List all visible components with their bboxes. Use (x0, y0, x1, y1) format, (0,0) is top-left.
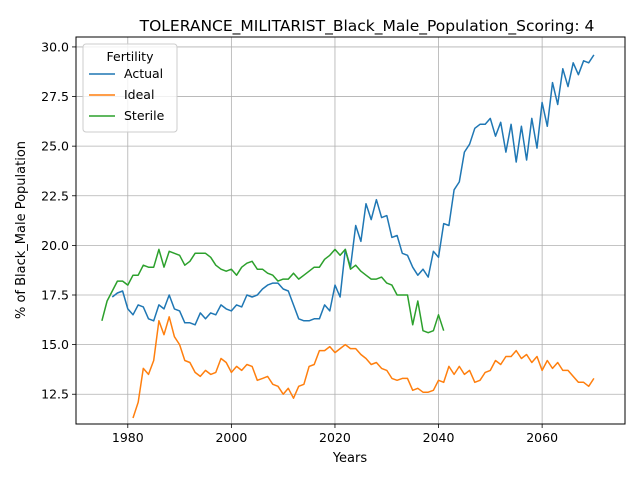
x-tick-label: 1980 (112, 430, 144, 445)
plot-area-frame (75, 36, 626, 425)
y-axis-label: % of Black_Male Population (14, 141, 29, 319)
y-tick-label: 15.0 (41, 337, 69, 352)
legend-label-ideal: Ideal (124, 87, 154, 102)
y-axis: 12.5 15.0 17.5 20.0 22.5 25.0 27.5 30.0 (41, 39, 76, 402)
y-tick-label: 22.5 (41, 188, 69, 203)
legend-title: Fertility (107, 49, 155, 64)
y-tick-label: 12.5 (41, 387, 69, 402)
series-line-ideal (132, 316, 595, 419)
series-line-actual (111, 54, 595, 326)
series-lines (101, 54, 595, 419)
x-axis-label: Years (332, 451, 368, 466)
x-tick-label: 2000 (215, 430, 247, 445)
legend-box (82, 43, 178, 133)
x-axis: 1980 2000 2020 2040 2060 (112, 424, 558, 445)
legend-label-actual: Actual (124, 66, 163, 81)
chart-title: TOLERANCE_MILITARIST_Black_Male_Populati… (139, 17, 595, 36)
legend: Fertility Actual Ideal Sterile (82, 43, 178, 133)
series-line-sterile (101, 248, 445, 334)
y-tick-label: 25.0 (41, 139, 69, 154)
x-tick-label: 2060 (526, 430, 558, 445)
x-tick-label: 2040 (423, 430, 455, 445)
legend-label-sterile: Sterile (124, 108, 165, 123)
y-tick-label: 17.5 (41, 288, 69, 303)
y-tick-label: 30.0 (41, 39, 69, 54)
grid-lines (76, 37, 625, 424)
x-tick-label: 2020 (319, 430, 351, 445)
y-tick-label: 20.0 (41, 238, 69, 253)
y-tick-label: 27.5 (41, 89, 69, 104)
